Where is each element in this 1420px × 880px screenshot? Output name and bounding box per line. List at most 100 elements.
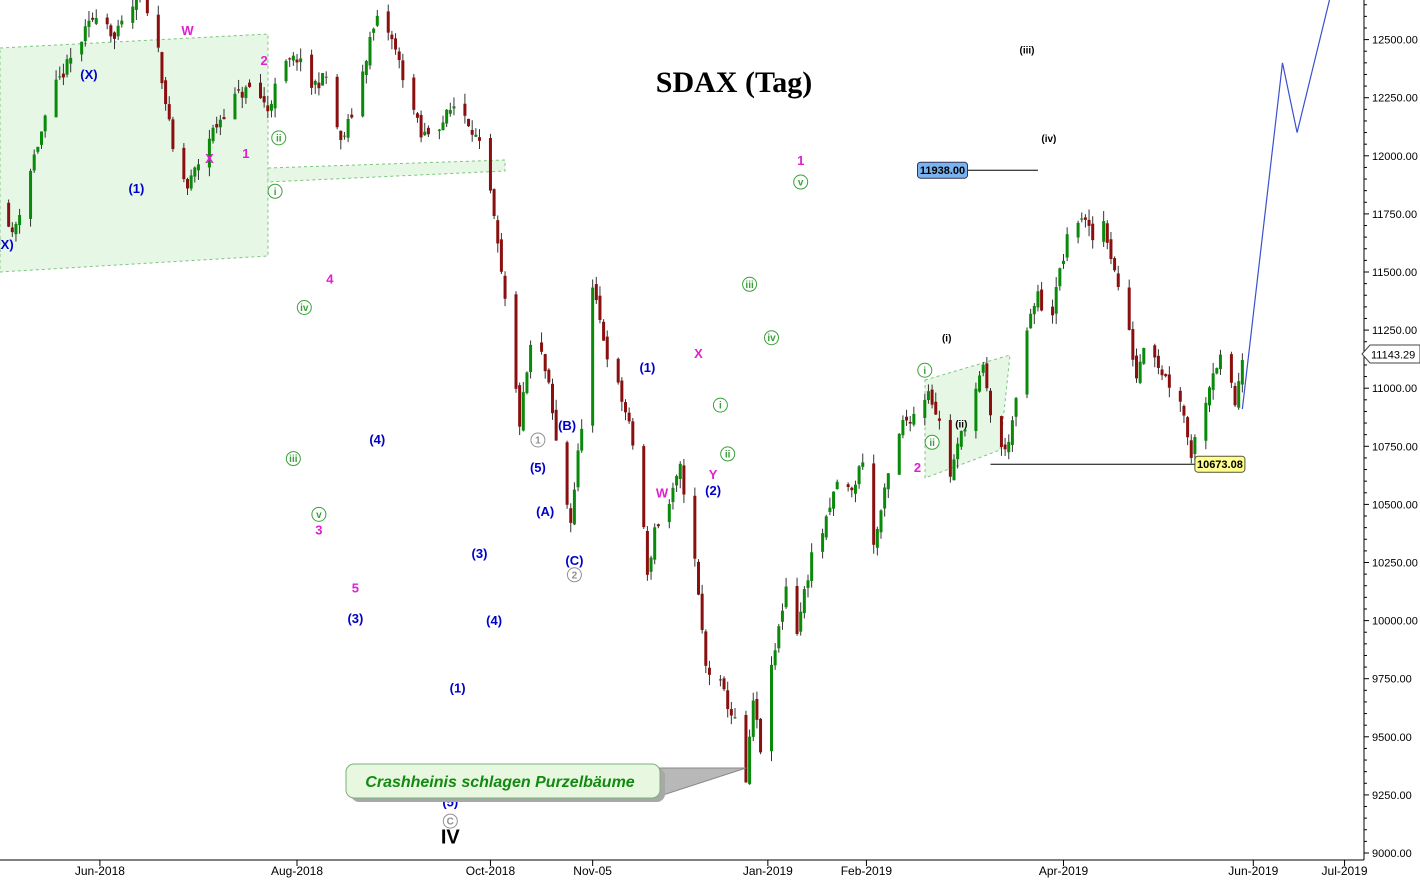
wave-label: v [798, 178, 804, 189]
wave-label-circle [442, 813, 458, 829]
wave-label: iv [767, 333, 776, 344]
marker-box-low [1194, 455, 1246, 473]
candle-up [1058, 268, 1062, 287]
wave-label: ii [276, 133, 282, 144]
candle-down [1156, 355, 1160, 368]
candle-down [642, 446, 646, 528]
candle-up [963, 429, 967, 432]
candle-up [952, 459, 956, 481]
candle-down [682, 465, 686, 495]
candle-up [799, 611, 803, 632]
candle-down [908, 421, 912, 424]
wave-label: (iv) [1041, 134, 1056, 145]
channel-2018-mid [267, 159, 506, 183]
wave-label: (1) [639, 360, 655, 375]
candle-up [193, 167, 197, 177]
wave-label: ii [725, 449, 731, 460]
candle-up [54, 79, 58, 118]
candle-down [496, 220, 500, 244]
candle-up [441, 122, 445, 131]
candle-up [1062, 260, 1065, 265]
candle-down [295, 59, 299, 63]
candle-down [167, 104, 171, 120]
candle-up [361, 71, 365, 117]
candle-up [1208, 387, 1211, 406]
candle-down [109, 25, 113, 37]
candle-up [1218, 354, 1222, 370]
candle-up [576, 450, 580, 488]
candle-up [1036, 291, 1040, 308]
candle-down [514, 294, 518, 389]
candle-up [368, 37, 372, 66]
candle-down [91, 17, 95, 20]
candle-down [240, 91, 244, 98]
candle-up [1010, 420, 1014, 446]
wave-label: C [447, 817, 454, 828]
candle-down [222, 117, 226, 120]
wave-label: X [694, 346, 703, 361]
candle-up [321, 73, 325, 86]
wave-label: i [274, 187, 277, 198]
candle-up [1204, 402, 1208, 441]
candle-up [981, 364, 985, 373]
wave-label: i [719, 401, 722, 412]
y-tick-label: 9250.00 [1372, 790, 1412, 802]
candle-down [113, 32, 116, 39]
candle-down [989, 390, 992, 416]
candle-down [565, 442, 569, 505]
candle-down [704, 631, 708, 666]
wave-label: 5 [352, 581, 359, 596]
candle-down [1087, 219, 1091, 226]
candle-up [525, 372, 529, 393]
candle-up [883, 487, 887, 509]
candle-up [18, 215, 22, 226]
y-tick-label: 11750.00 [1372, 209, 1417, 221]
wave-label: (ii) [955, 420, 967, 431]
candle-down [1178, 390, 1182, 402]
wave-label: (A) [536, 504, 554, 519]
candle-up [784, 586, 788, 608]
candle-up [131, 6, 135, 23]
wave-label: IV [441, 827, 461, 849]
candle-up [474, 134, 478, 137]
candle-up [58, 76, 62, 78]
candle-down [237, 89, 241, 91]
candle-down [551, 383, 554, 414]
candle-down [1164, 374, 1168, 377]
candle-up [448, 109, 452, 114]
wave-label: (4) [369, 432, 385, 447]
candle-up [1215, 368, 1219, 374]
candle-down [930, 389, 934, 405]
candle-up [94, 18, 98, 24]
candle-down [795, 586, 799, 634]
candle-down [164, 80, 168, 105]
candle-up [1029, 313, 1033, 329]
candle-down [645, 530, 649, 575]
x-ticks: Jun-2018 Aug-2018 Oct-2018 Nov-05 Jan-2019 Fe… [75, 860, 1368, 878]
candle-down [470, 129, 474, 135]
candle-up [923, 399, 927, 418]
y-tick-label: 9000.00 [1372, 848, 1412, 860]
candle-down [182, 147, 186, 180]
candle-up [733, 717, 737, 719]
candle-down [1233, 385, 1237, 406]
candle-up [1007, 441, 1011, 453]
candle-down [707, 667, 711, 675]
candle-down [1135, 355, 1138, 379]
candle-up [912, 413, 916, 425]
current-price-tag: 11143.29 [1361, 344, 1420, 364]
y-tick-label: 11000.00 [1372, 383, 1417, 395]
candle-down [478, 137, 481, 141]
candle-down [419, 114, 423, 138]
candle-up [346, 118, 350, 138]
candle-down [759, 718, 763, 753]
candle-up [1211, 373, 1215, 390]
y-axis: 12750.0012500.0012250.0012000.0011750.00… [1363, 0, 1418, 860]
candle-up [207, 138, 211, 168]
wave-label-circle [712, 397, 728, 413]
wave-label: 2 [261, 53, 268, 68]
candle-down [620, 380, 624, 402]
wave-label: (3) [472, 546, 488, 561]
wave-label: v [316, 510, 322, 521]
candle-up [36, 146, 40, 152]
